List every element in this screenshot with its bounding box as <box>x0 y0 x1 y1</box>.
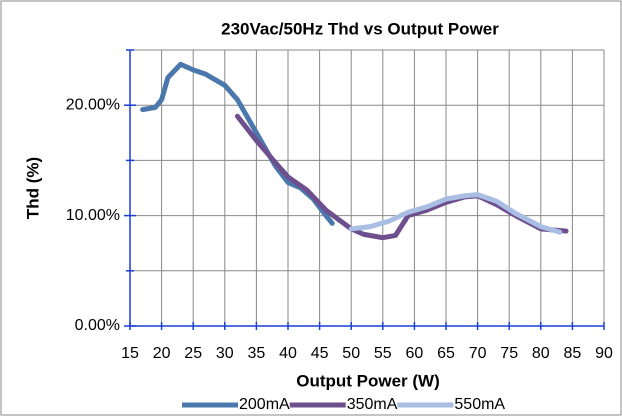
x-tick-label: 35 <box>248 345 266 362</box>
x-tick-label: 85 <box>564 345 582 362</box>
x-tick-label: 75 <box>500 345 518 362</box>
legend-label: 200mA <box>239 396 290 413</box>
x-tick-label: 40 <box>279 345 297 362</box>
x-tick-label: 30 <box>216 345 234 362</box>
y-tick-label: 20.00% <box>66 96 120 113</box>
x-tick-label: 25 <box>184 345 202 362</box>
x-tick-label: 20 <box>153 345 171 362</box>
series-line <box>348 192 563 235</box>
x-tick-label: 15 <box>121 345 139 362</box>
x-tick-label: 90 <box>595 345 613 362</box>
y-tick-label: 10.00% <box>66 207 120 224</box>
x-axis-label: Output Power (W) <box>296 371 440 390</box>
x-tick-label: 65 <box>437 345 455 362</box>
x-tick-label: 45 <box>311 345 329 362</box>
x-tick-label: 50 <box>342 345 360 362</box>
x-tick-label: 55 <box>374 345 392 362</box>
series-line <box>234 113 569 241</box>
legend-label: 550mA <box>454 396 505 413</box>
x-tick-label: 60 <box>406 345 424 362</box>
chart-title: 230Vac/50Hz Thd vs Output Power <box>221 19 499 38</box>
y-axis-label: Thd (%) <box>23 157 42 219</box>
x-tick-label: 80 <box>532 345 550 362</box>
y-tick-label: 0.00% <box>75 317 120 334</box>
x-tick-label: 70 <box>469 345 487 362</box>
legend-label: 350mA <box>347 396 398 413</box>
